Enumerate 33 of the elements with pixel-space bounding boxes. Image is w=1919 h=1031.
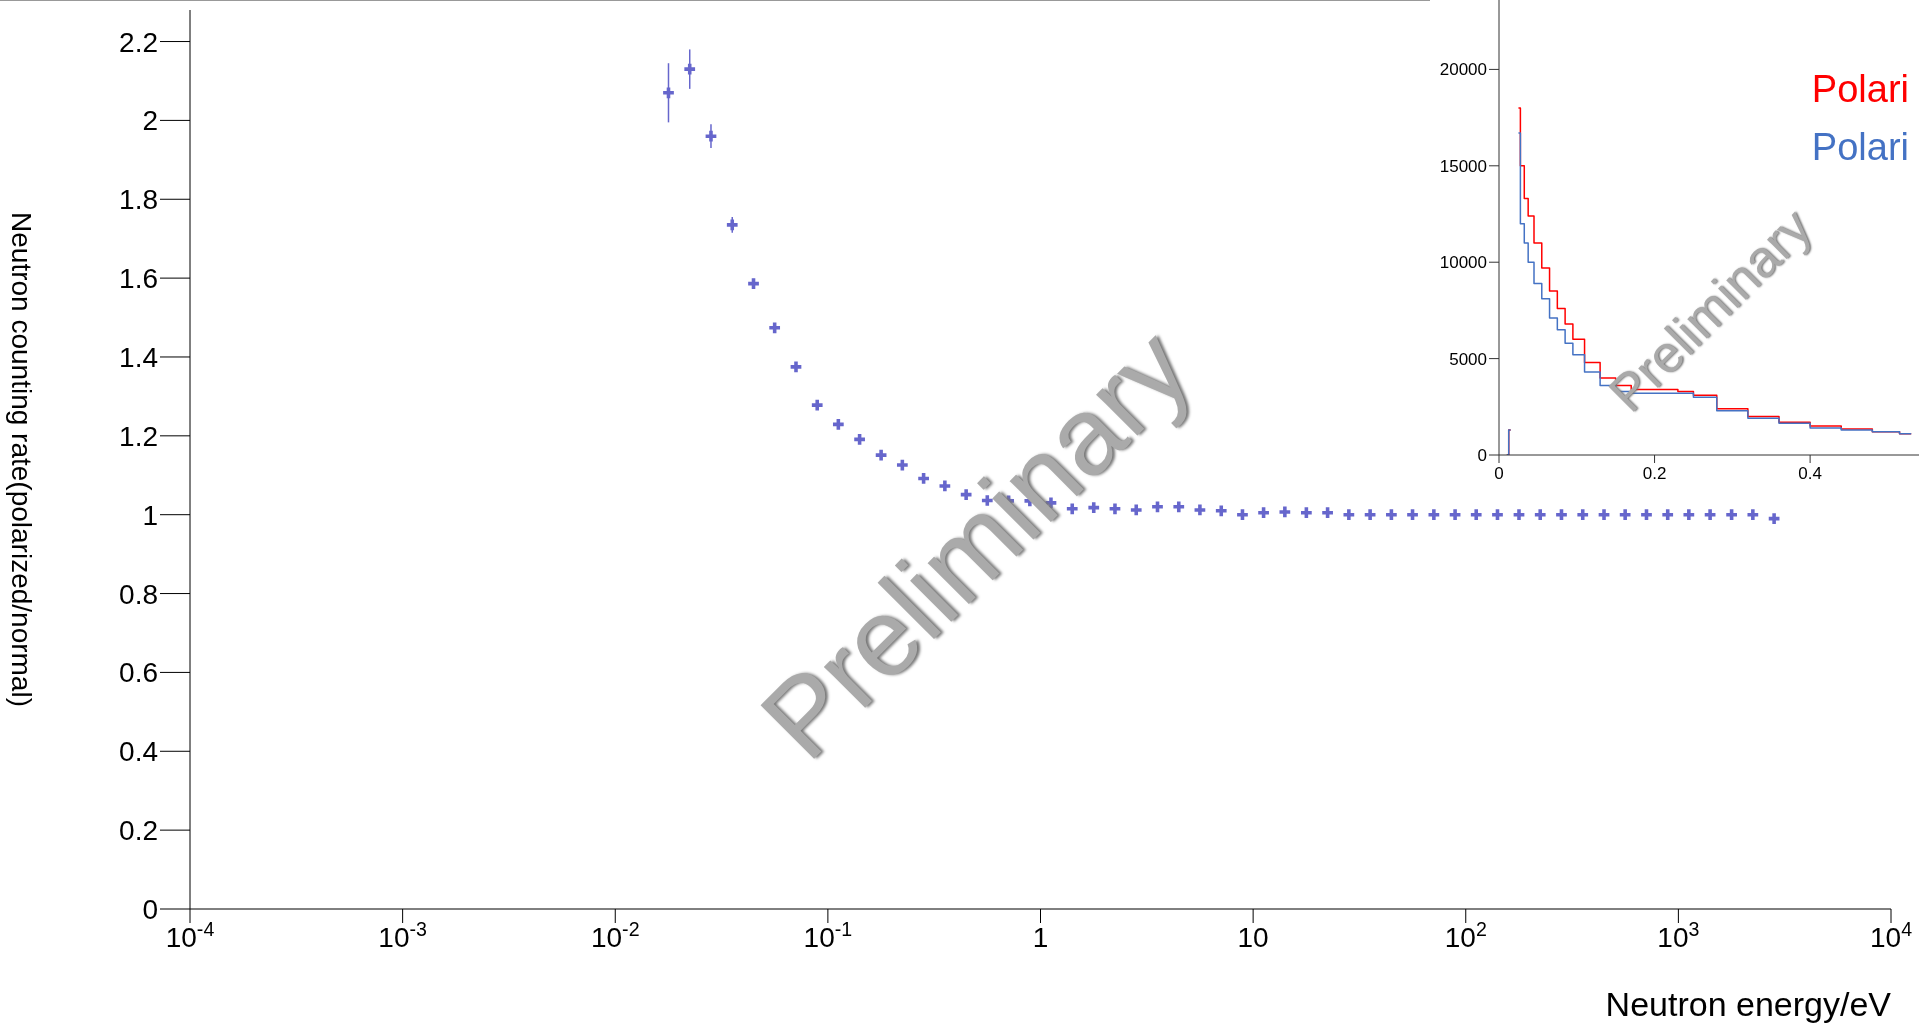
y-tick-label: 1 xyxy=(142,499,158,531)
y-tick-label: 0.8 xyxy=(119,578,158,610)
x-tick-label: 10$^{2}$ xyxy=(1444,918,1487,953)
y-tick-label: 20000 xyxy=(1439,60,1487,80)
y-tick-label: 1.6 xyxy=(119,263,158,295)
x-tick-label: 10$^{3}$ xyxy=(1657,918,1700,953)
y-tick-label: 1.4 xyxy=(119,341,158,373)
x-axis-title: Neutron energy/eV xyxy=(1605,985,1891,1024)
y-tick-label: 0 xyxy=(142,894,158,925)
x-tick-label: 1 xyxy=(1032,922,1049,953)
y-tick-label: 15000 xyxy=(1439,156,1487,176)
y-tick-label: 0.4 xyxy=(119,736,158,768)
y-tick-label: 0 xyxy=(1477,446,1487,465)
x-tick-label: 10$^{4}$ xyxy=(1869,918,1913,953)
text: Polari xyxy=(1811,125,1909,170)
y-tick-label: 0.2 xyxy=(119,815,158,847)
y-tick-label: 5000 xyxy=(1449,349,1487,369)
x-tick-label: 0.4 xyxy=(1798,464,1822,483)
y-tick-label: 1.8 xyxy=(119,184,158,216)
y-tick-label: 10000 xyxy=(1439,253,1487,273)
x-tick-label: 10 xyxy=(1237,922,1269,953)
y-tick-label: 2.2 xyxy=(119,26,158,58)
text: Polari xyxy=(1811,67,1909,112)
x-tick-label: 10$^{-1}$ xyxy=(803,918,853,953)
x-tick-label: 0 xyxy=(1494,464,1504,483)
x-tick-label: 10$^{-3}$ xyxy=(378,918,428,953)
y-axis-title: Neutron counting rate(polarized/normal) xyxy=(6,212,38,707)
x-tick-label: 10$^{-2}$ xyxy=(590,918,640,953)
x-tick-label: 10$^{-4}$ xyxy=(165,918,215,953)
y-tick-label: 2 xyxy=(142,105,158,137)
y-tick-label: 1.2 xyxy=(119,420,158,452)
x-tick-label: 0.2 xyxy=(1642,464,1667,483)
y-tick-label: 0.6 xyxy=(119,657,158,689)
